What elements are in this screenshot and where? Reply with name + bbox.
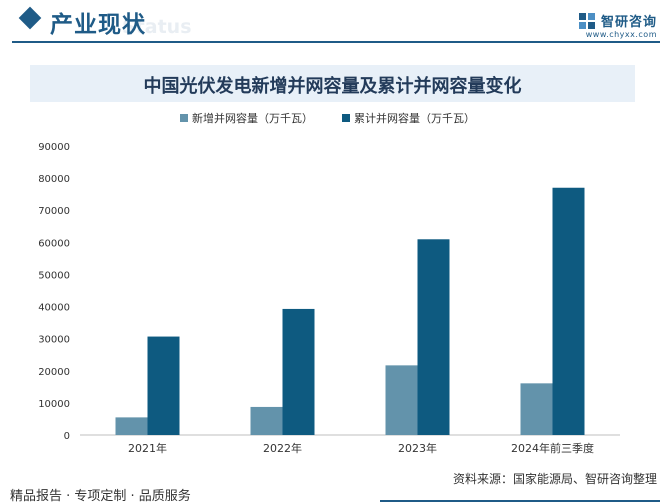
y-tick-label: 70000 bbox=[38, 206, 70, 217]
y-tick-label: 90000 bbox=[38, 142, 70, 153]
y-tick-label: 80000 bbox=[38, 174, 70, 185]
source-note: 资料来源：国家能源局、智研咨询整理 bbox=[452, 472, 657, 486]
footer-tagline: 精品报告 · 专项定制 · 品质服务 bbox=[10, 489, 191, 504]
y-tick-label: 50000 bbox=[38, 270, 70, 281]
y-tick-label: 30000 bbox=[38, 335, 70, 346]
y-tick-label: 60000 bbox=[38, 238, 70, 249]
brand: 智研咨询 www.chyxx.com bbox=[578, 10, 657, 39]
legend-swatch bbox=[342, 114, 350, 122]
brand-logo-icon bbox=[578, 12, 595, 29]
x-tick-label: 2023年 bbox=[398, 441, 437, 455]
footer-divider bbox=[380, 500, 660, 502]
chart-title-band: 中国光伏发电新增并网容量及累计并网容量变化 bbox=[30, 65, 635, 102]
y-tick-label: 0 bbox=[64, 431, 70, 442]
page-header: Status 产业现状 智研咨询 www.chyxx.com bbox=[0, 0, 669, 46]
bar-new-capacity bbox=[250, 406, 283, 435]
x-tick-label: 2024年前三季度 bbox=[511, 441, 594, 455]
header-divider bbox=[12, 41, 660, 43]
bar-cumulative-capacity bbox=[147, 336, 180, 435]
brand-url: www.chyxx.com bbox=[585, 30, 657, 39]
brand-name: 智研咨询 bbox=[600, 15, 657, 30]
bar-cumulative-capacity bbox=[417, 239, 450, 435]
x-tick-label: 2021年 bbox=[128, 441, 167, 455]
y-tick-label: 40000 bbox=[38, 303, 70, 314]
bar-new-capacity bbox=[520, 383, 553, 435]
legend-label: 累计并网容量（万千瓦） bbox=[354, 111, 475, 125]
section-watermark: Status bbox=[122, 16, 192, 38]
x-tick-label: 2022年 bbox=[263, 441, 302, 455]
bar-new-capacity bbox=[115, 417, 148, 435]
chart-title: 中国光伏发电新增并网容量及累计并网容量变化 bbox=[143, 76, 522, 97]
legend-swatch bbox=[180, 114, 188, 122]
bar-cumulative-capacity bbox=[282, 308, 315, 435]
bar-new-capacity bbox=[385, 365, 418, 435]
section-title: 产业现状 bbox=[50, 12, 146, 38]
bar-cumulative-capacity bbox=[552, 187, 585, 435]
y-tick-label: 20000 bbox=[38, 367, 70, 378]
legend-label: 新增并网容量（万千瓦） bbox=[192, 111, 313, 125]
y-tick-label: 10000 bbox=[38, 399, 70, 410]
